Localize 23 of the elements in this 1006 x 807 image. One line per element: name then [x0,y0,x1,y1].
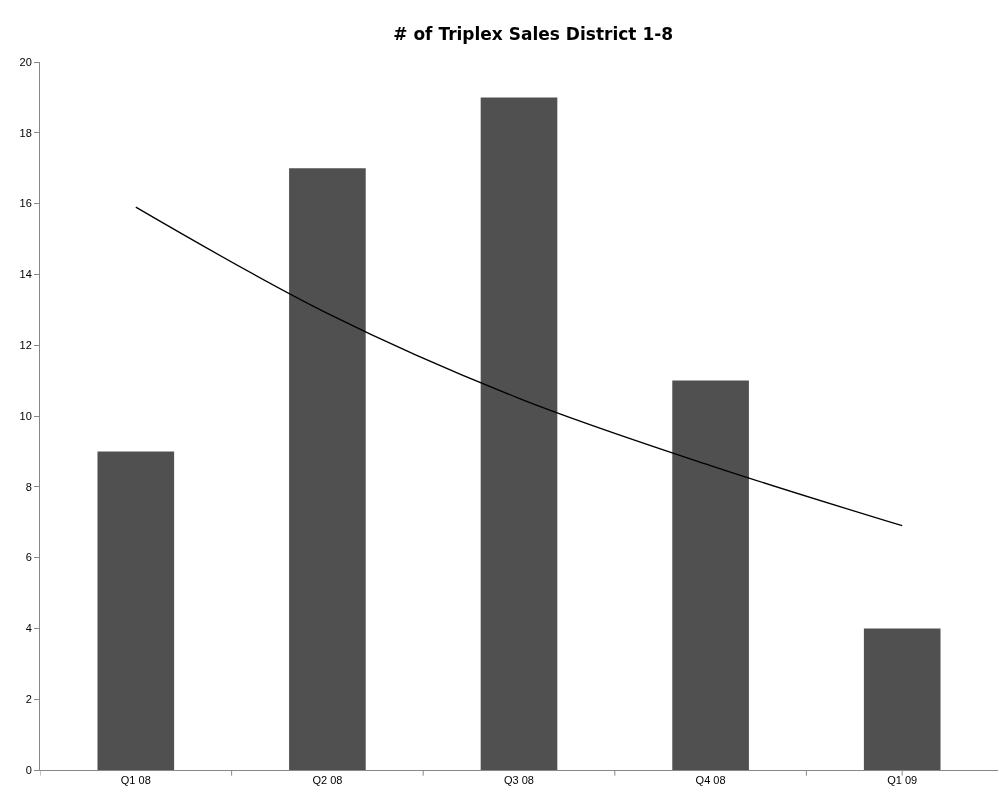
y-tick-label: 18 [19,126,32,139]
line-series [135,206,903,527]
y-tick-label: 16 [19,197,32,210]
y-tick-label: 12 [19,339,32,352]
bar [97,451,175,770]
y-tick-label: 2 [25,693,32,706]
bar [863,628,941,770]
y-tick-label: 0 [25,763,32,776]
y-tick-label: 8 [25,480,32,493]
bar [480,97,558,770]
chart-title: # of Triplex Sales District 1-8 [393,24,674,45]
x-tick-label: Q1 08 [120,774,151,787]
x-tick-label: Q2 08 [312,774,343,787]
y-tick-label: 6 [25,551,32,564]
y-tick-label: 10 [19,409,32,422]
y-tick-label: 14 [19,268,32,281]
x-tick-label: Q1 09 [887,774,918,787]
x-tick-label: Q3 08 [504,774,534,787]
x-tick-label: Q4 08 [695,774,726,787]
y-tick-label: 20 [19,55,32,68]
bar [672,380,749,770]
y-tick-label: 4 [25,622,32,635]
bar [289,168,366,770]
